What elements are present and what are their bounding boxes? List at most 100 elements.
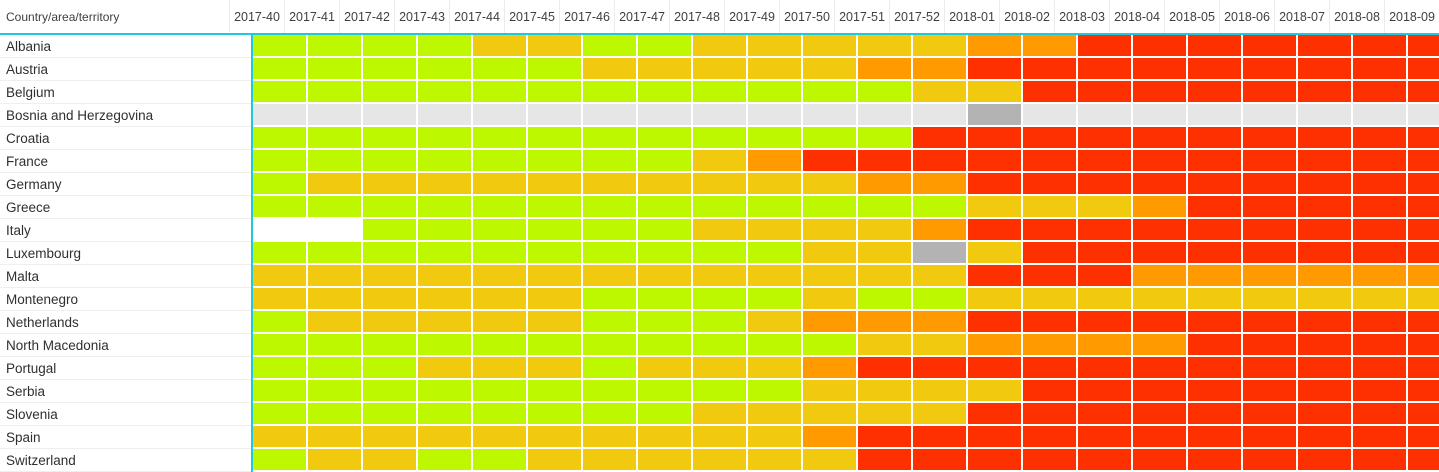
heatmap-cell[interactable] [803, 81, 858, 104]
column-header[interactable]: 2017-51 [834, 0, 889, 33]
heatmap-cell[interactable] [638, 426, 693, 449]
heatmap-cell[interactable] [693, 380, 748, 403]
heatmap-cell[interactable] [583, 403, 638, 426]
heatmap-cell[interactable] [1188, 127, 1243, 150]
heatmap-cell[interactable] [1408, 357, 1439, 380]
heatmap-cell[interactable] [803, 104, 858, 127]
heatmap-cell[interactable] [253, 219, 308, 242]
heatmap-cell[interactable] [1133, 288, 1188, 311]
heatmap-cell[interactable] [748, 58, 803, 81]
heatmap-cell[interactable] [638, 35, 693, 58]
heatmap-cell[interactable] [858, 403, 913, 426]
heatmap-cell[interactable] [363, 311, 418, 334]
heatmap-cell[interactable] [308, 104, 363, 127]
heatmap-cell[interactable] [748, 173, 803, 196]
column-header[interactable]: 2017-52 [889, 0, 944, 33]
heatmap-cell[interactable] [308, 35, 363, 58]
heatmap-cell[interactable] [968, 150, 1023, 173]
heatmap-cell[interactable] [748, 426, 803, 449]
heatmap-cell[interactable] [638, 104, 693, 127]
heatmap-cell[interactable] [968, 288, 1023, 311]
heatmap-cell[interactable] [693, 173, 748, 196]
heatmap-cell[interactable] [803, 288, 858, 311]
row-label[interactable]: Portugal [0, 357, 251, 380]
heatmap-cell[interactable] [1353, 150, 1408, 173]
heatmap-cell[interactable] [1188, 58, 1243, 81]
heatmap-cell[interactable] [1408, 196, 1439, 219]
heatmap-cell[interactable] [1243, 380, 1298, 403]
heatmap-cell[interactable] [363, 334, 418, 357]
heatmap-cell[interactable] [1133, 150, 1188, 173]
heatmap-cell[interactable] [583, 380, 638, 403]
heatmap-cell[interactable] [1353, 334, 1408, 357]
heatmap-cell[interactable] [803, 357, 858, 380]
heatmap-cell[interactable] [1298, 334, 1353, 357]
row-label[interactable]: Albania [0, 35, 251, 58]
heatmap-cell[interactable] [1133, 242, 1188, 265]
heatmap-cell[interactable] [803, 311, 858, 334]
heatmap-cell[interactable] [1243, 35, 1298, 58]
heatmap-cell[interactable] [858, 449, 913, 472]
heatmap-cell[interactable] [1243, 127, 1298, 150]
heatmap-cell[interactable] [1023, 81, 1078, 104]
heatmap-cell[interactable] [473, 426, 528, 449]
heatmap-cell[interactable] [1078, 426, 1133, 449]
row-label[interactable]: Luxembourg [0, 242, 251, 265]
heatmap-cell[interactable] [858, 173, 913, 196]
heatmap-cell[interactable] [1408, 58, 1439, 81]
heatmap-cell[interactable] [1188, 426, 1243, 449]
heatmap-cell[interactable] [473, 334, 528, 357]
column-header[interactable]: 2018-01 [944, 0, 999, 33]
heatmap-cell[interactable] [748, 449, 803, 472]
heatmap-cell[interactable] [1408, 242, 1439, 265]
heatmap-cell[interactable] [1243, 104, 1298, 127]
heatmap-cell[interactable] [858, 150, 913, 173]
heatmap-cell[interactable] [1298, 403, 1353, 426]
heatmap-cell[interactable] [1298, 127, 1353, 150]
heatmap-cell[interactable] [418, 403, 473, 426]
heatmap-cell[interactable] [858, 357, 913, 380]
heatmap-cell[interactable] [308, 449, 363, 472]
heatmap-cell[interactable] [1353, 288, 1408, 311]
heatmap-cell[interactable] [1188, 219, 1243, 242]
heatmap-cell[interactable] [1078, 219, 1133, 242]
heatmap-cell[interactable] [1023, 219, 1078, 242]
heatmap-cell[interactable] [528, 35, 583, 58]
heatmap-cell[interactable] [363, 357, 418, 380]
heatmap-cell[interactable] [363, 219, 418, 242]
heatmap-cell[interactable] [253, 265, 308, 288]
heatmap-cell[interactable] [1078, 104, 1133, 127]
heatmap-cell[interactable] [748, 311, 803, 334]
heatmap-cell[interactable] [1298, 104, 1353, 127]
heatmap-cell[interactable] [638, 311, 693, 334]
heatmap-cell[interactable] [1408, 173, 1439, 196]
heatmap-cell[interactable] [1023, 173, 1078, 196]
heatmap-cell[interactable] [748, 35, 803, 58]
heatmap-cell[interactable] [913, 35, 968, 58]
heatmap-cell[interactable] [748, 219, 803, 242]
heatmap-cell[interactable] [1243, 219, 1298, 242]
heatmap-cell[interactable] [1408, 127, 1439, 150]
heatmap-cell[interactable] [858, 196, 913, 219]
heatmap-cell[interactable] [1353, 265, 1408, 288]
heatmap-cell[interactable] [583, 196, 638, 219]
heatmap-cell[interactable] [1023, 150, 1078, 173]
heatmap-cell[interactable] [1408, 426, 1439, 449]
heatmap-cell[interactable] [473, 403, 528, 426]
heatmap-cell[interactable] [1133, 219, 1188, 242]
heatmap-cell[interactable] [583, 58, 638, 81]
heatmap-cell[interactable] [308, 403, 363, 426]
column-header[interactable]: 2017-44 [449, 0, 504, 33]
heatmap-cell[interactable] [1133, 127, 1188, 150]
heatmap-cell[interactable] [1353, 426, 1408, 449]
heatmap-cell[interactable] [803, 58, 858, 81]
heatmap-cell[interactable] [913, 311, 968, 334]
heatmap-cell[interactable] [913, 449, 968, 472]
heatmap-cell[interactable] [1078, 127, 1133, 150]
heatmap-cell[interactable] [583, 127, 638, 150]
heatmap-cell[interactable] [473, 173, 528, 196]
heatmap-cell[interactable] [1243, 449, 1298, 472]
heatmap-cell[interactable] [913, 334, 968, 357]
heatmap-cell[interactable] [913, 173, 968, 196]
heatmap-cell[interactable] [473, 127, 528, 150]
